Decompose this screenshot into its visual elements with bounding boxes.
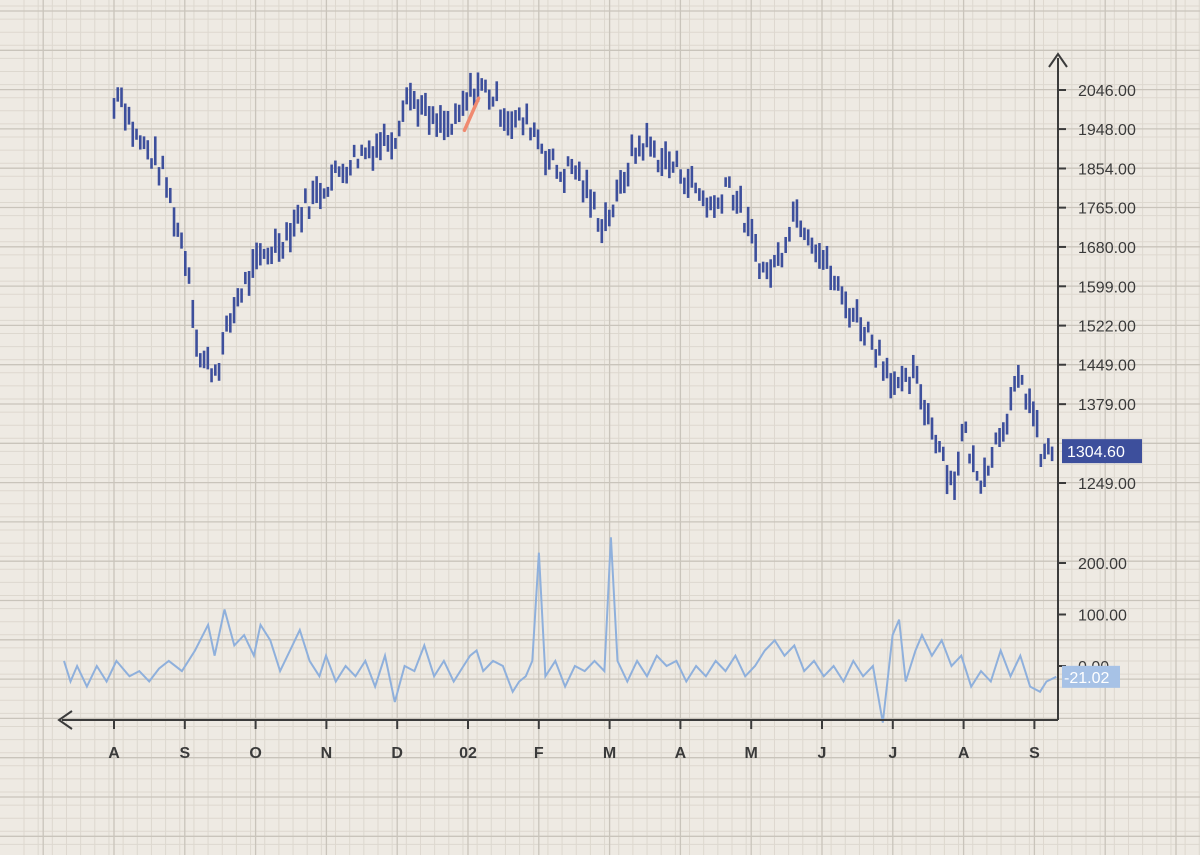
- x-tick-label: O: [249, 745, 261, 762]
- oscillator-series-line: [63, 537, 1057, 723]
- y-tick-label: 1948.00: [1078, 122, 1136, 139]
- x-tick-label: A: [675, 745, 687, 762]
- osc-y-tick-label: 100.00: [1078, 608, 1127, 625]
- y-tick-label: 1522.00: [1078, 319, 1136, 336]
- price-bars: [112, 72, 1054, 500]
- x-tick-label: A: [108, 745, 120, 762]
- x-tick-label: F: [534, 745, 544, 762]
- osc-y-tick-label: 200.00: [1078, 556, 1127, 573]
- x-tick-label: 02: [459, 745, 477, 762]
- y-tick-label: 1249.00: [1078, 476, 1136, 493]
- highlight-segment: [462, 96, 481, 133]
- x-axis-arrow-icon: [57, 710, 73, 730]
- last-price-tag: [1062, 439, 1142, 464]
- x-tick-label: S: [179, 745, 190, 762]
- x-tick-label: M: [745, 745, 758, 762]
- x-tick-label: S: [1029, 745, 1040, 762]
- x-tick-label: D: [391, 745, 403, 762]
- last-oscillator-tag: [1062, 665, 1120, 688]
- y-tick-label: 2046.00: [1078, 83, 1136, 100]
- x-tick-label: N: [321, 745, 333, 762]
- y-tick-label: 1854.00: [1078, 161, 1136, 178]
- y-tick-label: 1449.00: [1078, 358, 1136, 375]
- last-price-value: 1304.60: [1067, 444, 1125, 461]
- y-tick-label: 1379.00: [1078, 397, 1136, 414]
- oscillator-line: [63, 537, 1057, 723]
- x-tick-label: J: [818, 745, 827, 762]
- y-tick-label: 1680.00: [1078, 240, 1136, 257]
- last-oscillator-value: -21.02: [1064, 670, 1109, 687]
- tick-labels: 2046.00 1948.00 1854.00 1765.00 1680.00 1599.…: [108, 83, 1142, 762]
- y-tick-label: 1599.00: [1078, 279, 1136, 296]
- x-tick-label: A: [958, 745, 970, 762]
- y-tick-label: 1765.00: [1078, 201, 1136, 218]
- y-axis-arrow-icon: [1048, 52, 1068, 68]
- x-tick-label: J: [888, 745, 897, 762]
- x-tick-label: M: [603, 745, 616, 762]
